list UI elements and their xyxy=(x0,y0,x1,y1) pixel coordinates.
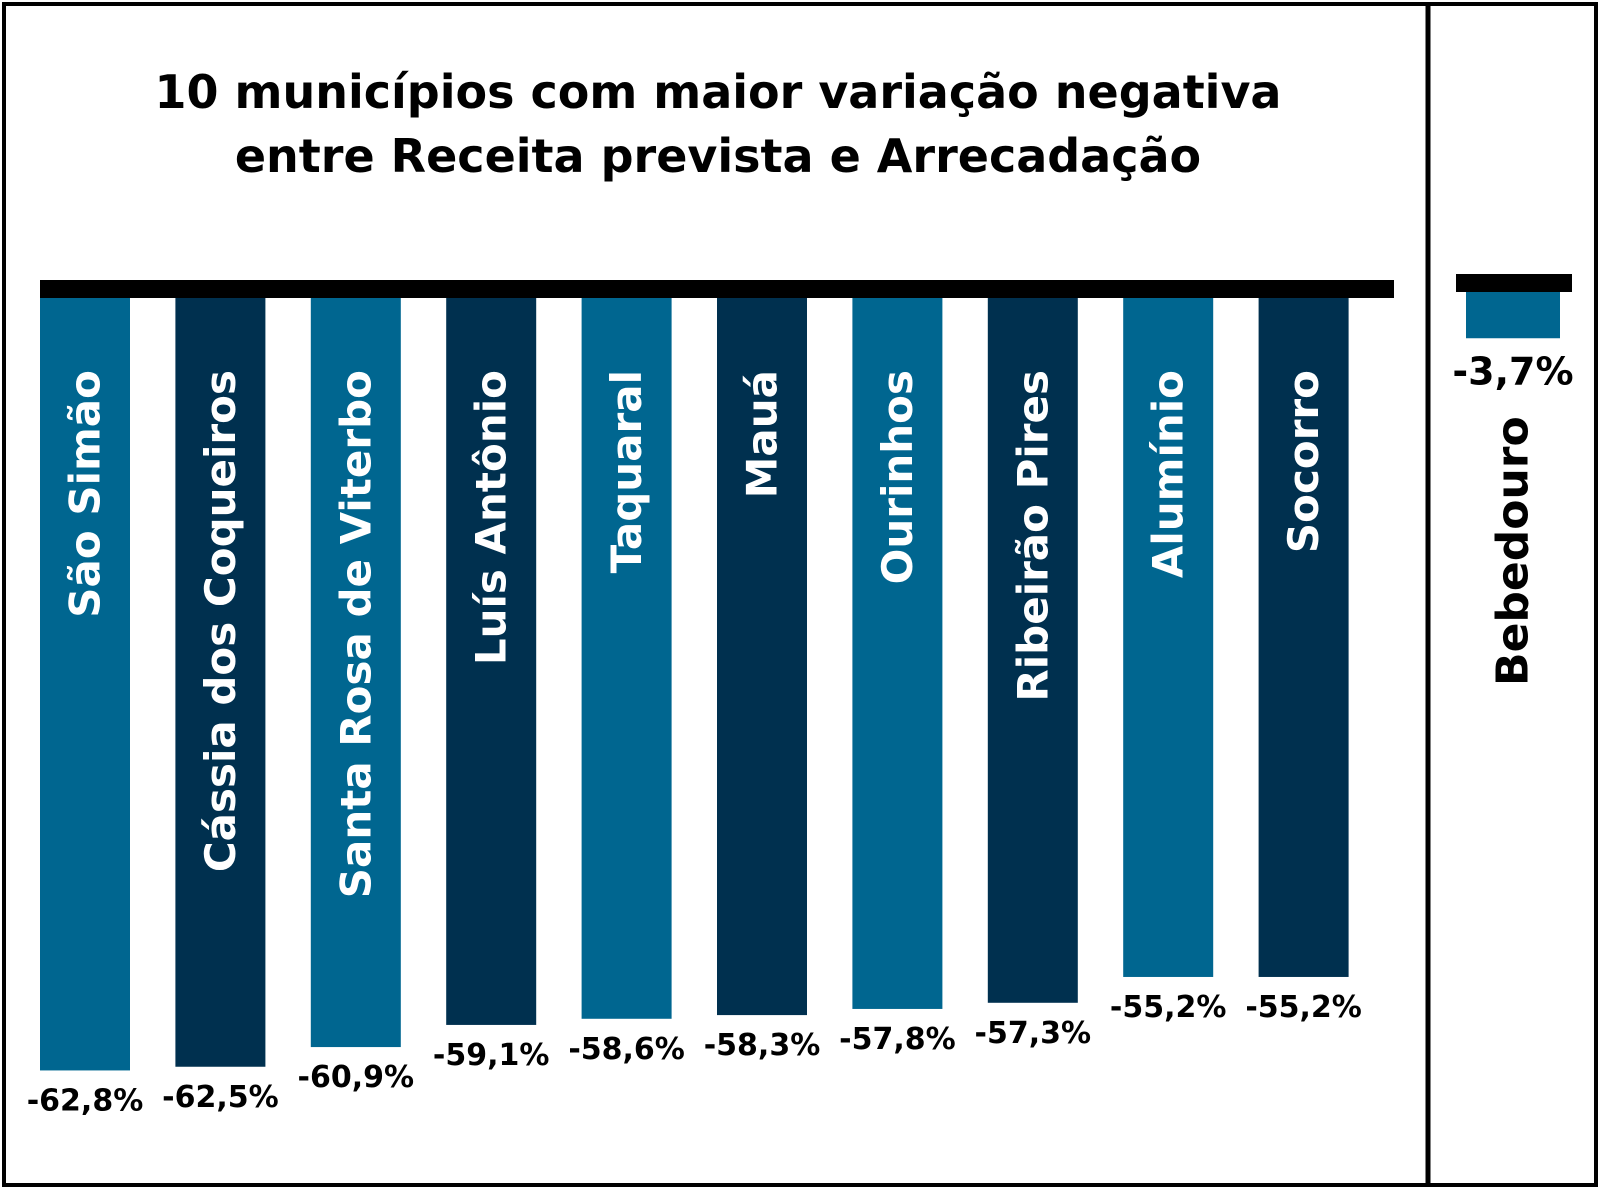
bar-4 xyxy=(581,298,672,1019)
bar-category-label: Santa Rosa de Viterbo xyxy=(331,370,380,898)
bar-value-label: -58,3% xyxy=(704,1028,821,1063)
bar-0 xyxy=(40,298,130,1071)
bar-category-label: Mauá xyxy=(738,370,787,498)
bar-value-label: -57,8% xyxy=(839,1022,956,1057)
main-baseline xyxy=(40,280,1394,298)
bar-9 xyxy=(1258,298,1349,977)
side-baseline xyxy=(1456,274,1572,292)
side-bars: -3,7% Bebedouro xyxy=(1452,274,1574,686)
main-bars: São Simão -62,8% Cássia dos Coqueiros -62,5… xyxy=(27,280,1394,1118)
bar-value-label: -60,9% xyxy=(298,1060,415,1095)
side-bar-value-label: -3,7% xyxy=(1452,349,1573,393)
bar-7 xyxy=(987,298,1078,1003)
side-bar-0 xyxy=(1466,292,1560,339)
bar-category-label: Cássia dos Coqueiros xyxy=(196,370,245,872)
bar-value-label: -62,5% xyxy=(162,1080,279,1115)
bar-category-label: Taquaral xyxy=(602,370,651,573)
bar-category-label: Socorro xyxy=(1279,370,1328,553)
bar-category-label: São Simão xyxy=(61,370,110,618)
bar-1 xyxy=(175,298,266,1067)
bar-3 xyxy=(446,298,537,1025)
bar-5 xyxy=(717,298,807,1016)
bar-category-label: Ribeirão Pires xyxy=(1008,370,1057,702)
bar-2 xyxy=(310,298,401,1048)
bar-8 xyxy=(1123,298,1214,977)
bar-value-label: -62,8% xyxy=(27,1083,144,1118)
chart-title-line-1: 10 municípios com maior variação negativ… xyxy=(155,65,1282,119)
bar-category-label: Alumínio xyxy=(1144,370,1193,578)
bar-value-label: -59,1% xyxy=(433,1038,550,1073)
side-bar-category-label: Bebedouro xyxy=(1488,416,1539,686)
bar-value-label: -55,2% xyxy=(1245,990,1362,1025)
bar-6 xyxy=(852,298,943,1009)
bar-category-label: Luís Antônio xyxy=(467,370,516,665)
bar-value-label: -58,6% xyxy=(568,1032,685,1067)
bar-category-label: Ourinhos xyxy=(873,370,922,584)
chart-title-line-2: entre Receita prevista e Arrecadação xyxy=(235,129,1201,183)
bar-value-label: -57,3% xyxy=(975,1016,1092,1051)
bar-value-label: -55,2% xyxy=(1110,990,1227,1025)
